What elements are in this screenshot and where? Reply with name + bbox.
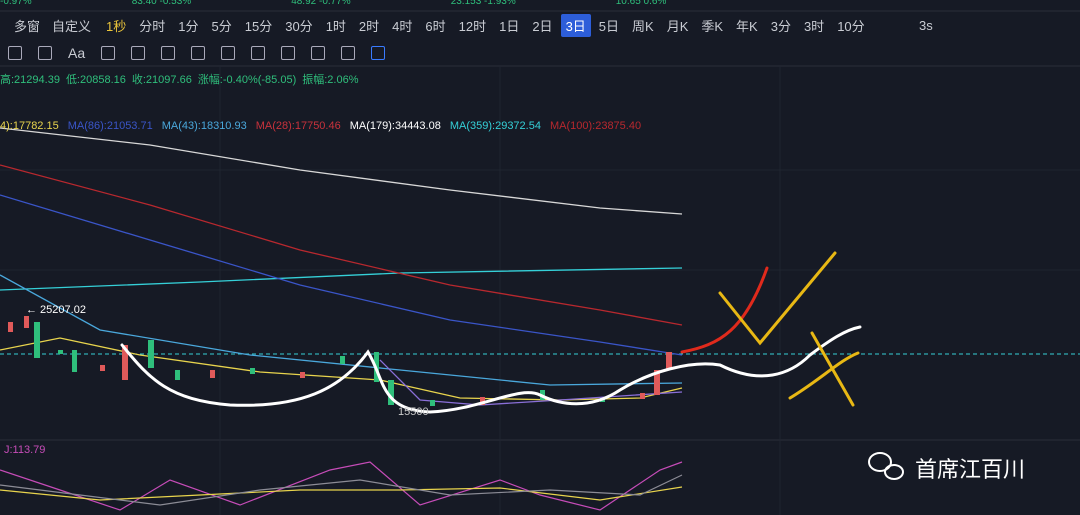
ohlc-value: 振幅:2.06% [302, 74, 359, 86]
timeframe-button[interactable]: 5日 [598, 18, 620, 34]
font-tool[interactable]: Aa [68, 45, 86, 61]
timeframe-button[interactable]: 15分 [244, 18, 273, 34]
ma-label: MA(43):18310.93 [161, 120, 247, 132]
timeframe-button[interactable]: 2时 [358, 18, 380, 34]
tool[interactable] [221, 46, 236, 60]
timeframe-button[interactable]: 30分 [285, 18, 313, 34]
timeframe-button[interactable]: 周K [632, 18, 654, 34]
tool[interactable] [341, 46, 356, 60]
tool[interactable] [8, 46, 22, 60]
timeframe-button[interactable]: 月K [666, 18, 689, 34]
drawing-toolbar: Aa [8, 40, 386, 66]
timeframe-button[interactable]: 5分 [211, 18, 232, 34]
low-marker: 15500 [398, 406, 429, 418]
ticker-strip: -0.97% 83.40 -0.53% 48.92 -0.77% 23.153 -1.… [0, 0, 666, 8]
watermark: 首席江百川 [915, 457, 1026, 482]
tool[interactable] [311, 46, 326, 60]
tool[interactable] [131, 46, 146, 60]
timeframe-button[interactable]: 12时 [458, 18, 487, 34]
timeframe-button[interactable]: 1秒 [106, 18, 127, 34]
ohlc-value: 高:21294.39 [0, 74, 60, 86]
timeframe-button[interactable]: 1分 [178, 18, 199, 34]
timeframe-button[interactable]: 3日 [560, 13, 591, 37]
ohlc-info: 高:21294.39 低:20858.16 收:21097.66 涨幅:-0.40%(… [0, 71, 359, 87]
ma-label: MA(86):21053.71 [67, 120, 153, 132]
multi-window[interactable]: 多窗 [14, 18, 41, 34]
ohlc-value: 低:20858.16 [65, 74, 126, 86]
timeframe-button[interactable]: 年K [736, 18, 758, 34]
ma-label: 4):17782.15 [0, 120, 59, 132]
ticker-change: -0.97% [0, 0, 32, 7]
tool[interactable] [38, 46, 52, 60]
custom-menu[interactable]: 自定义 [52, 18, 92, 34]
ticker-change: 83.40 -0.53% [131, 0, 192, 7]
ohlc-value: 涨幅:-0.40%(-85.05) [197, 74, 297, 86]
timeframe-button[interactable]: 4时 [392, 18, 413, 34]
timeframe-toolbar: 多窗 自定义 1秒 分时 1分 5分 15分 30分 1时 2时 4时 6时 12时 1日 2日 3日 5日… [14, 12, 933, 38]
ohlc-value: 收:21097.66 [131, 74, 192, 86]
wechat-icon [868, 452, 904, 480]
candles [8, 316, 672, 406]
timeframe-button[interactable]: 2日 [532, 18, 553, 34]
timeframe-button[interactable]: 3分 [770, 18, 791, 34]
timeframe-button[interactable]: 1日 [499, 18, 520, 34]
timeframe-button[interactable]: 3时 [803, 18, 825, 34]
ma-label: MA(179):34443.08 [349, 120, 441, 132]
tool[interactable] [191, 46, 206, 60]
ticker-change: 23.153 -1.93% [450, 0, 516, 7]
ma-label: MA(359):29372.54 [449, 120, 541, 132]
timeframe-button[interactable]: 6时 [425, 18, 446, 34]
ma-legend: 4):17782.15 MA(86):21053.71 MA(43):18310.9… [0, 120, 641, 132]
timeframe-button[interactable]: 季K [701, 18, 724, 34]
indicator-label: J:113.79 [4, 444, 46, 456]
refresh-rate[interactable]: 3s [919, 17, 933, 33]
ticker-change: 10.65 0.6% [615, 0, 667, 7]
tool[interactable] [161, 46, 176, 60]
tool[interactable] [251, 46, 266, 60]
ticker-change: 48.92 -0.77% [291, 0, 351, 7]
tool[interactable] [281, 46, 296, 60]
tool[interactable] [371, 46, 386, 60]
timeframe-button[interactable]: 1时 [325, 18, 346, 34]
ma-label: MA(28):17750.46 [255, 120, 341, 132]
high-marker: ← 25207.02 [26, 304, 86, 316]
timeframe-button[interactable]: 10分 [837, 18, 865, 34]
timeframe-button[interactable]: 分时 [139, 18, 166, 34]
tool[interactable] [101, 46, 116, 60]
ma-label: MA(100):23875.40 [549, 120, 642, 132]
